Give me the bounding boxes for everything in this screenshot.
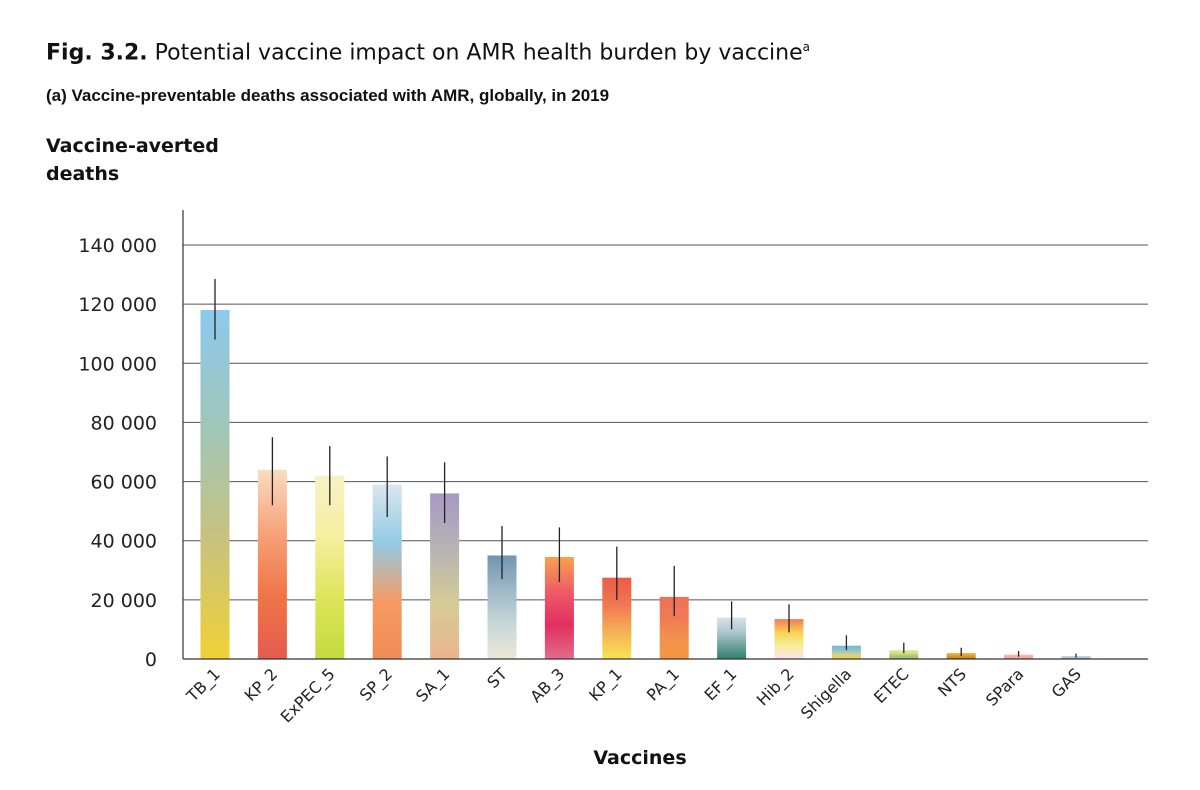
y-tick-label: 20 000 — [91, 590, 157, 612]
x-tick-label: SP_2 — [356, 664, 397, 705]
figure-title-superscript: a — [802, 40, 810, 54]
x-tick-label: GAS — [1048, 664, 1085, 701]
y-tick-label: 40 000 — [91, 531, 157, 553]
y-tick-label: 140 000 — [78, 235, 157, 257]
figure-subtitle: (a) Vaccine-preventable deaths associate… — [46, 86, 610, 105]
bars — [200, 310, 1091, 659]
bar-spara — [1004, 654, 1034, 659]
y-tick-label: 80 000 — [91, 412, 157, 434]
figure-label: Fig. 3.2. — [46, 40, 148, 66]
x-tick-label: AB_3 — [526, 664, 569, 707]
x-tick-label: ST — [483, 664, 511, 692]
x-tick-label: NTS — [934, 664, 970, 700]
y-tick-label: 60 000 — [91, 472, 157, 494]
y-axis-ticks: 0 20 000 40 000 60 000 80 000 100 000 120 000 1… — [78, 235, 157, 671]
figure-title: Fig. 3.2. Potential vaccine impact on AM… — [46, 40, 810, 65]
x-tick-label: KP_1 — [585, 664, 626, 705]
y-tick-label: 100 000 — [78, 353, 157, 375]
x-axis-title: Vaccines — [593, 747, 686, 769]
x-tick-label: ExPEC_5 — [277, 664, 340, 727]
axes — [182, 210, 1148, 660]
x-tick-label: SPara — [982, 664, 1027, 709]
x-tick-label: TB_1 — [182, 664, 224, 706]
y-tick-label: 120 000 — [78, 294, 157, 316]
x-tick-label: ETEC — [870, 664, 913, 707]
x-tick-label: Shigella — [797, 664, 855, 722]
error-bars — [214, 279, 1077, 658]
x-tick-label: PA_1 — [643, 664, 684, 705]
bar-shigella — [831, 645, 861, 659]
figure-title-text: Potential vaccine impact on AMR health b… — [154, 40, 803, 66]
bar-etec — [889, 650, 919, 659]
bar-tb-1 — [200, 310, 230, 659]
bar-expec-5 — [315, 475, 345, 659]
x-tick-label: KP_2 — [241, 664, 282, 705]
y-axis-title: Vaccine-averted deaths — [46, 135, 219, 185]
x-tick-label: EF_1 — [700, 664, 741, 705]
y-tick-label: 0 — [145, 649, 157, 671]
x-tick-label: Hib_2 — [753, 664, 799, 710]
x-tick-label: SA_1 — [412, 664, 454, 706]
